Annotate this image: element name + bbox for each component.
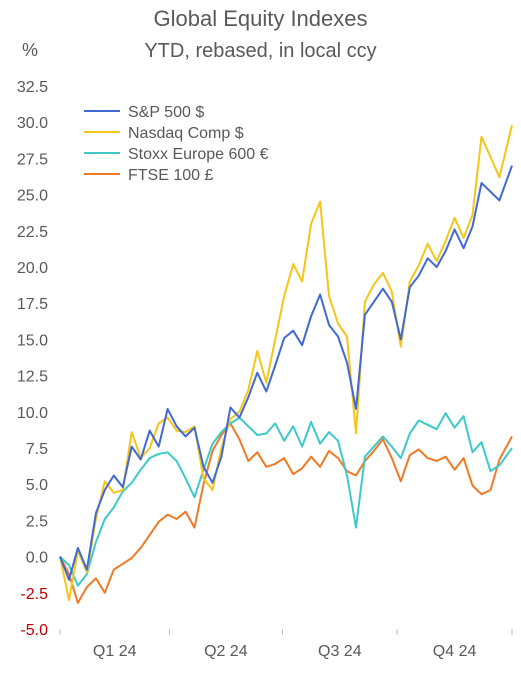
y-tick-label: 15.0 [17,332,48,349]
legend-label: FTSE 100 £ [128,167,213,184]
y-tick-label: 7.5 [26,441,48,458]
y-tick-label: 27.5 [17,151,48,168]
y-axis-unit-label: % [22,40,39,60]
y-tick-label: 17.5 [17,296,48,313]
y-tick-label: 5.0 [26,477,48,494]
legend-label: S&P 500 $ [128,104,204,121]
y-tick-label: -5.0 [20,622,48,639]
y-tick-label: 22.5 [17,224,48,241]
y-tick-label: 20.0 [17,260,48,277]
y-tick-label: 25.0 [17,188,48,205]
chart-subtitle: YTD, rebased, in local ccy [144,40,377,62]
legend-label: Stoxx Europe 600 € [128,146,269,163]
y-axis-ticks: 32.5 30.0 27.5 25.0 22.5 20.0 17.5 15.0 12.5 10.0… [17,79,48,639]
legend: S&P 500 $ Nasdaq Comp $ Stoxx Europe 600 €… [84,104,269,184]
x-tick-label: Q4 24 [433,643,477,660]
series-line-3 [59,422,513,604]
y-tick-label: 2.5 [26,513,48,530]
x-tick-label: Q1 24 [93,643,137,660]
y-tick-label: -2.5 [20,586,48,603]
series-line-1 [59,124,513,601]
y-tick-label: 12.5 [17,369,48,386]
series-line-0 [59,165,513,581]
y-tick-label: 10.0 [17,405,48,422]
x-axis: Q1 24 Q2 24 Q3 24 Q4 24 [59,629,513,660]
x-tick-label: Q3 24 [318,643,362,660]
legend-label: Nasdaq Comp $ [128,125,244,142]
y-tick-label: 32.5 [17,79,48,96]
chart-title: Global Equity Indexes [153,6,368,31]
series-line-2 [59,412,513,587]
series-lines [59,124,513,604]
y-tick-label: 30.0 [17,115,48,132]
y-tick-label: 0.0 [26,550,48,567]
x-tick-label: Q2 24 [204,643,248,660]
